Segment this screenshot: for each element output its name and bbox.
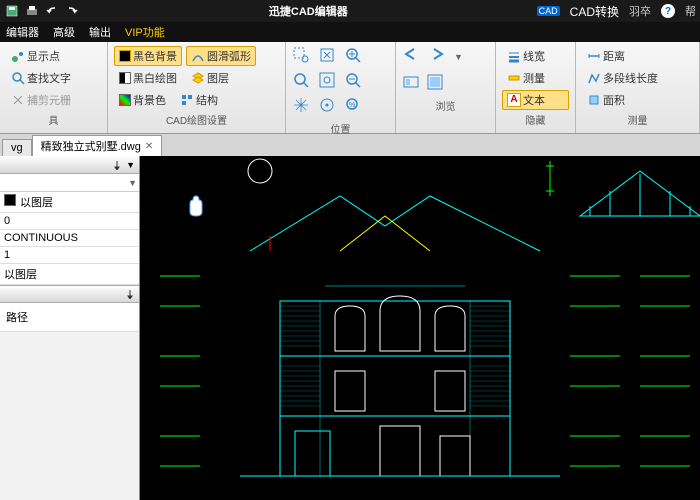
svg-text:%: % xyxy=(349,102,355,109)
measure-button[interactable]: 测量 xyxy=(502,68,569,88)
ribbon-group-position: % 位置 xyxy=(286,42,396,133)
undo-icon[interactable] xyxy=(44,3,60,19)
zoom-all-icon[interactable] xyxy=(318,71,336,94)
zoom-extents-icon[interactable] xyxy=(318,46,336,69)
bw-draw-button[interactable]: 黑白绘图 xyxy=(114,68,182,88)
property-row[interactable]: 以图层 xyxy=(0,264,139,285)
titlebar-right: CAD CAD转换 羽卒 ? 帮 xyxy=(537,3,696,20)
trim-button[interactable]: 捕剪元栅 xyxy=(6,90,101,110)
ribbon-group-label: 具 xyxy=(6,112,101,127)
help-label[interactable]: 帮 xyxy=(685,3,696,19)
lineweight-button[interactable]: 线宽 xyxy=(502,46,569,66)
properties-panel: ▼ ▼ 以图层 0 CONTINUOUS 1 以图层 路径 xyxy=(0,156,140,500)
nav-forward-icon[interactable] xyxy=(428,46,448,67)
black-bg-button[interactable]: 黑色背景 xyxy=(114,46,182,66)
property-row[interactable]: 路径 xyxy=(0,303,139,332)
zoom-window-icon[interactable] xyxy=(292,46,310,69)
property-row[interactable]: 以图层 xyxy=(0,192,139,213)
zoom-out-icon[interactable] xyxy=(344,71,362,94)
nav-back-icon[interactable] xyxy=(402,46,422,67)
menu-advanced[interactable]: 高级 xyxy=(53,24,75,40)
zoom-in-icon[interactable] xyxy=(344,46,362,69)
layers-button[interactable]: 图层 xyxy=(186,68,234,88)
text-button[interactable]: A文本 xyxy=(502,90,569,110)
ribbon-group-tools: 显示点 查找文字 捕剪元栅 具 xyxy=(0,42,108,133)
find-text-button[interactable]: 查找文字 xyxy=(6,68,101,88)
distance-button[interactable]: 距离 xyxy=(582,46,693,66)
tab-file[interactable]: 精致独立式别墅.dwg✕ xyxy=(32,135,163,156)
save-icon[interactable] xyxy=(4,3,20,19)
ribbon-group-hide: 线宽 测量 A文本 隐藏 xyxy=(496,42,576,133)
pin-icon[interactable] xyxy=(112,160,122,170)
tab-stub[interactable]: vg xyxy=(2,139,32,156)
ribbon-group-measure: 距离 多段线长度 面积 测量 xyxy=(576,42,700,133)
ribbon-group-browse: ▼ 浏览 xyxy=(396,42,496,133)
user-label[interactable]: 羽卒 xyxy=(629,3,651,19)
property-row[interactable]: 1 xyxy=(0,247,139,264)
cad-drawing xyxy=(140,156,700,500)
cad-convert-button[interactable]: CAD转换 xyxy=(570,3,619,20)
view2-icon[interactable] xyxy=(426,73,444,96)
zoom-scale-icon[interactable]: % xyxy=(344,96,362,119)
ribbon-group-label: 浏览 xyxy=(402,98,489,113)
pan-cursor-icon xyxy=(190,196,202,216)
ribbon-group-label: CAD绘图设置 xyxy=(114,112,279,127)
ribbon-group-label: 测量 xyxy=(582,112,693,127)
quick-access-toolbar xyxy=(4,3,80,19)
document-tabs: vg 精致独立式别墅.dwg✕ xyxy=(0,134,700,156)
titlebar: 迅捷CAD编辑器 CAD CAD转换 羽卒 ? 帮 xyxy=(0,0,700,22)
cad-badge-icon: CAD xyxy=(537,6,560,16)
menu-vip[interactable]: VIP功能 xyxy=(125,24,165,40)
ribbon: 显示点 查找文字 捕剪元栅 具 黑色背景 圆滑弧形 黑白绘图 图层 背景色 结构… xyxy=(0,42,700,134)
property-row[interactable]: CONTINUOUS xyxy=(0,230,139,247)
menubar: 编辑器 高级 输出 VIP功能 xyxy=(0,22,700,42)
area-button[interactable]: 面积 xyxy=(582,90,693,110)
ribbon-group-cad-settings: 黑色背景 圆滑弧形 黑白绘图 图层 背景色 结构 CAD绘图设置 xyxy=(108,42,286,133)
bg-color-button[interactable]: 背景色 xyxy=(114,90,171,110)
help-icon[interactable]: ? xyxy=(661,4,675,18)
ribbon-group-label: 位置 xyxy=(292,121,389,136)
ribbon-group-label: 隐藏 xyxy=(502,112,569,127)
polyline-length-button[interactable]: 多段线长度 xyxy=(582,68,693,88)
structure-button[interactable]: 结构 xyxy=(175,90,223,110)
smooth-arc-button[interactable]: 圆滑弧形 xyxy=(186,46,256,66)
panel-separator xyxy=(0,285,139,303)
locate-icon[interactable] xyxy=(318,96,336,119)
show-point-button[interactable]: 显示点 xyxy=(6,46,101,66)
close-icon[interactable]: ✕ xyxy=(145,141,153,152)
view-icon[interactable] xyxy=(402,73,420,96)
property-row[interactable]: 0 xyxy=(0,213,139,230)
print-icon[interactable] xyxy=(24,3,40,19)
menu-editor[interactable]: 编辑器 xyxy=(6,24,39,40)
drawing-canvas[interactable] xyxy=(140,156,700,500)
panel-header: ▼ xyxy=(0,156,139,174)
redo-icon[interactable] xyxy=(64,3,80,19)
app-title: 迅捷CAD编辑器 xyxy=(80,3,537,19)
main-area: ▼ ▼ 以图层 0 CONTINUOUS 1 以图层 路径 xyxy=(0,156,700,500)
pan-icon[interactable] xyxy=(292,96,310,119)
menu-output[interactable]: 输出 xyxy=(89,24,111,40)
zoom-realtime-icon[interactable] xyxy=(292,71,310,94)
pin-icon[interactable] xyxy=(125,289,135,299)
